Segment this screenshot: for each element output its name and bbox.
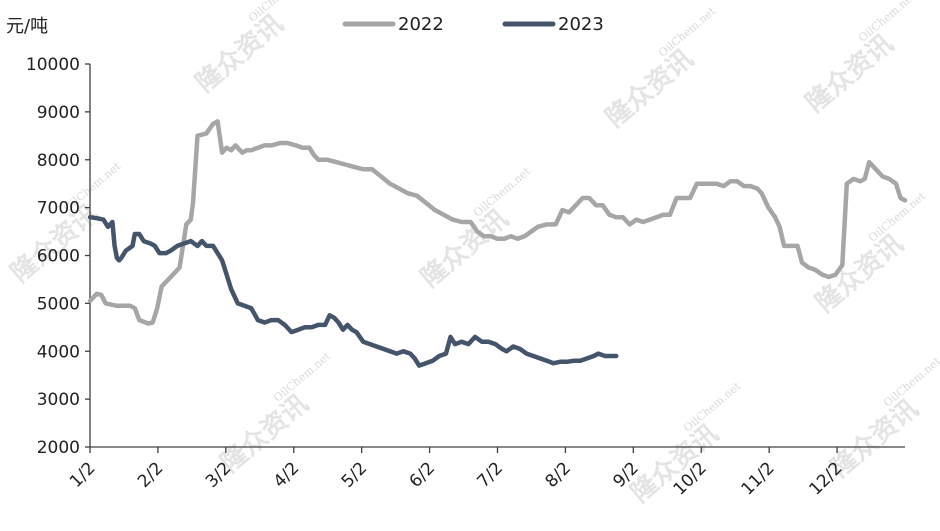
x-tick-label: 11/2 xyxy=(738,458,779,499)
x-tick-label: 8/2 xyxy=(541,458,574,491)
x-tick-label: 5/2 xyxy=(338,458,371,491)
y-tick-label: 6000 xyxy=(37,247,80,267)
y-axis-unit-label: 元/吨 xyxy=(6,16,48,37)
watermark-subtext: OilChem.net xyxy=(656,4,718,59)
y-tick-label: 3000 xyxy=(37,390,80,410)
y-tick-label: 10000 xyxy=(26,55,80,75)
y-tick-label: 7000 xyxy=(37,199,80,219)
series-line-2023 xyxy=(87,214,619,368)
watermark-text: 隆众资讯 xyxy=(625,419,724,509)
x-tick-label: 4/2 xyxy=(270,458,303,491)
y-tick-label: 9000 xyxy=(37,103,80,123)
watermark-text: 隆众资讯 xyxy=(600,44,699,134)
watermark-subtext: OilChem.net xyxy=(471,164,533,219)
legend-label-2023: 2023 xyxy=(558,14,604,35)
y-tick-label: 2000 xyxy=(37,438,80,458)
series-line-2022 xyxy=(87,119,908,326)
watermark-subtext: OilChem.net xyxy=(866,189,928,244)
legend: 2022 2023 xyxy=(342,14,604,35)
watermark-text: 隆众资讯 xyxy=(800,29,899,119)
watermark-subtext: OilChem.net xyxy=(681,379,743,434)
y-tick-label: 8000 xyxy=(37,151,80,171)
series-layer xyxy=(87,119,908,368)
x-tick-label: 6/2 xyxy=(406,458,439,491)
y-tick-label: 4000 xyxy=(37,342,80,362)
watermark-text: 隆众资讯 xyxy=(215,389,314,479)
watermark-subtext: OilChem.net xyxy=(271,349,333,404)
watermark-text: 隆众资讯 xyxy=(415,204,514,294)
axes: 10000 9000 8000 7000 6000 5000 4000 3000 20001/2… xyxy=(26,55,905,500)
x-tick-label: 7/2 xyxy=(474,458,507,491)
watermark-text: 隆众资讯 xyxy=(190,9,289,99)
x-tick-label: 1/2 xyxy=(66,458,99,491)
legend-label-2022: 2022 xyxy=(398,14,444,35)
x-tick-label: 2/2 xyxy=(134,458,167,491)
y-tick-label: 5000 xyxy=(37,294,80,314)
